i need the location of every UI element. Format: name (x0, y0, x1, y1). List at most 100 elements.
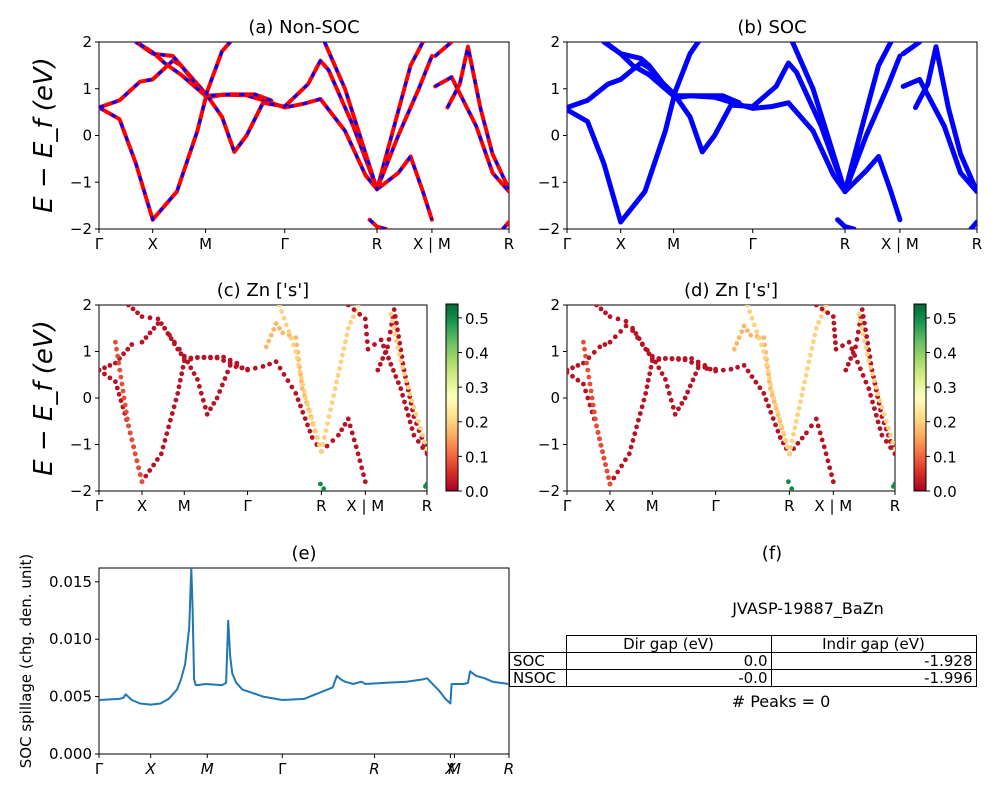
band-point (591, 349, 597, 355)
material-id: JVASP-19887_BaZn (731, 599, 884, 619)
y-tick-label: 2 (82, 296, 92, 314)
band-point (330, 438, 336, 443)
band-point (766, 403, 771, 409)
band-point (777, 435, 783, 440)
band-point (191, 371, 197, 376)
band-point (870, 371, 875, 377)
band-point (165, 331, 171, 336)
band-point (413, 411, 419, 417)
band-point (764, 362, 769, 368)
band-point (663, 356, 668, 361)
band-point (581, 381, 586, 387)
band-point (600, 449, 605, 455)
colorbar-tick-label: 0.5 (933, 310, 957, 328)
band-point (646, 351, 652, 357)
band-point (854, 337, 860, 342)
band-point (881, 411, 887, 417)
band-line (835, 217, 857, 229)
band-point (260, 364, 266, 369)
band-point (761, 349, 767, 354)
band-point (400, 365, 405, 370)
band-point (607, 314, 613, 319)
band-point (809, 346, 815, 351)
band-point (177, 377, 183, 383)
band-point (372, 342, 377, 347)
band-point (590, 402, 596, 408)
band-point (195, 355, 200, 360)
band-point (860, 314, 866, 319)
band-point (107, 375, 113, 381)
band-point (139, 339, 145, 345)
band-point (877, 426, 883, 431)
band-point (162, 325, 168, 331)
band-point (125, 346, 131, 352)
band-point (388, 311, 394, 317)
band-point (188, 355, 194, 361)
band-point (630, 438, 636, 443)
band-point (669, 356, 675, 361)
band-point (823, 451, 829, 457)
band-point (789, 486, 795, 491)
band-point (644, 384, 650, 390)
band-point (863, 379, 869, 385)
y-tick-label: 1 (82, 80, 92, 98)
x-tick-label: X | M (814, 497, 852, 515)
band-point (761, 335, 767, 340)
band-point (859, 325, 865, 330)
y-tick-label: −1 (70, 173, 92, 191)
band-line-overlay (434, 75, 509, 193)
band-point (830, 314, 836, 319)
band-point (649, 356, 655, 361)
band-point (670, 404, 676, 410)
band-point (845, 361, 851, 367)
band-point (324, 443, 330, 449)
band-point (773, 402, 778, 408)
band-point (676, 356, 681, 361)
band-point (173, 397, 179, 403)
band-point (812, 332, 818, 338)
band-point (805, 366, 810, 371)
band-point (116, 391, 122, 397)
band-point (875, 419, 881, 425)
band-point (309, 435, 315, 440)
band-point (293, 349, 299, 354)
band-point (116, 360, 122, 366)
band-point (830, 479, 836, 485)
table-row: SOC 0.0 -1.928 (509, 652, 977, 670)
band-point (586, 374, 592, 380)
band-point (296, 362, 301, 368)
band-point (763, 397, 769, 403)
band-point (604, 468, 610, 474)
band-point (118, 398, 124, 404)
x-tick-label: X (145, 760, 157, 778)
colorbar-c (445, 303, 459, 492)
band-point (817, 430, 823, 436)
band-point (386, 355, 391, 361)
band-point (318, 481, 323, 487)
band-point (690, 377, 696, 383)
x-tick-label: R (840, 235, 850, 253)
band-point (589, 395, 595, 401)
band-point (647, 371, 653, 377)
band-point (166, 424, 172, 430)
band-line (99, 42, 425, 192)
band-point (405, 385, 411, 390)
band-point (741, 323, 747, 329)
band-line-overlay (99, 42, 425, 191)
x-tick-label: R (369, 760, 379, 778)
band-point (340, 352, 345, 358)
band-point (132, 451, 138, 457)
band-line-overlay (501, 221, 509, 229)
band-point (293, 335, 299, 340)
band-point (800, 386, 806, 392)
band-point (400, 392, 405, 398)
y-tick-label: 0 (550, 389, 560, 407)
band-point (266, 338, 272, 344)
band-point (113, 360, 118, 366)
band-point (302, 416, 308, 421)
colorbar-tick-label: 0.1 (465, 448, 489, 466)
band-point (804, 430, 809, 436)
colorbar-ticks: 0.0 0.1 0.2 0.3 0.4 0.5 0.0 0.1 0.2 0.3 0.4 0.5 (458, 310, 957, 501)
indir-gap-value: -1.996 (770, 669, 977, 687)
band-point (395, 380, 401, 385)
